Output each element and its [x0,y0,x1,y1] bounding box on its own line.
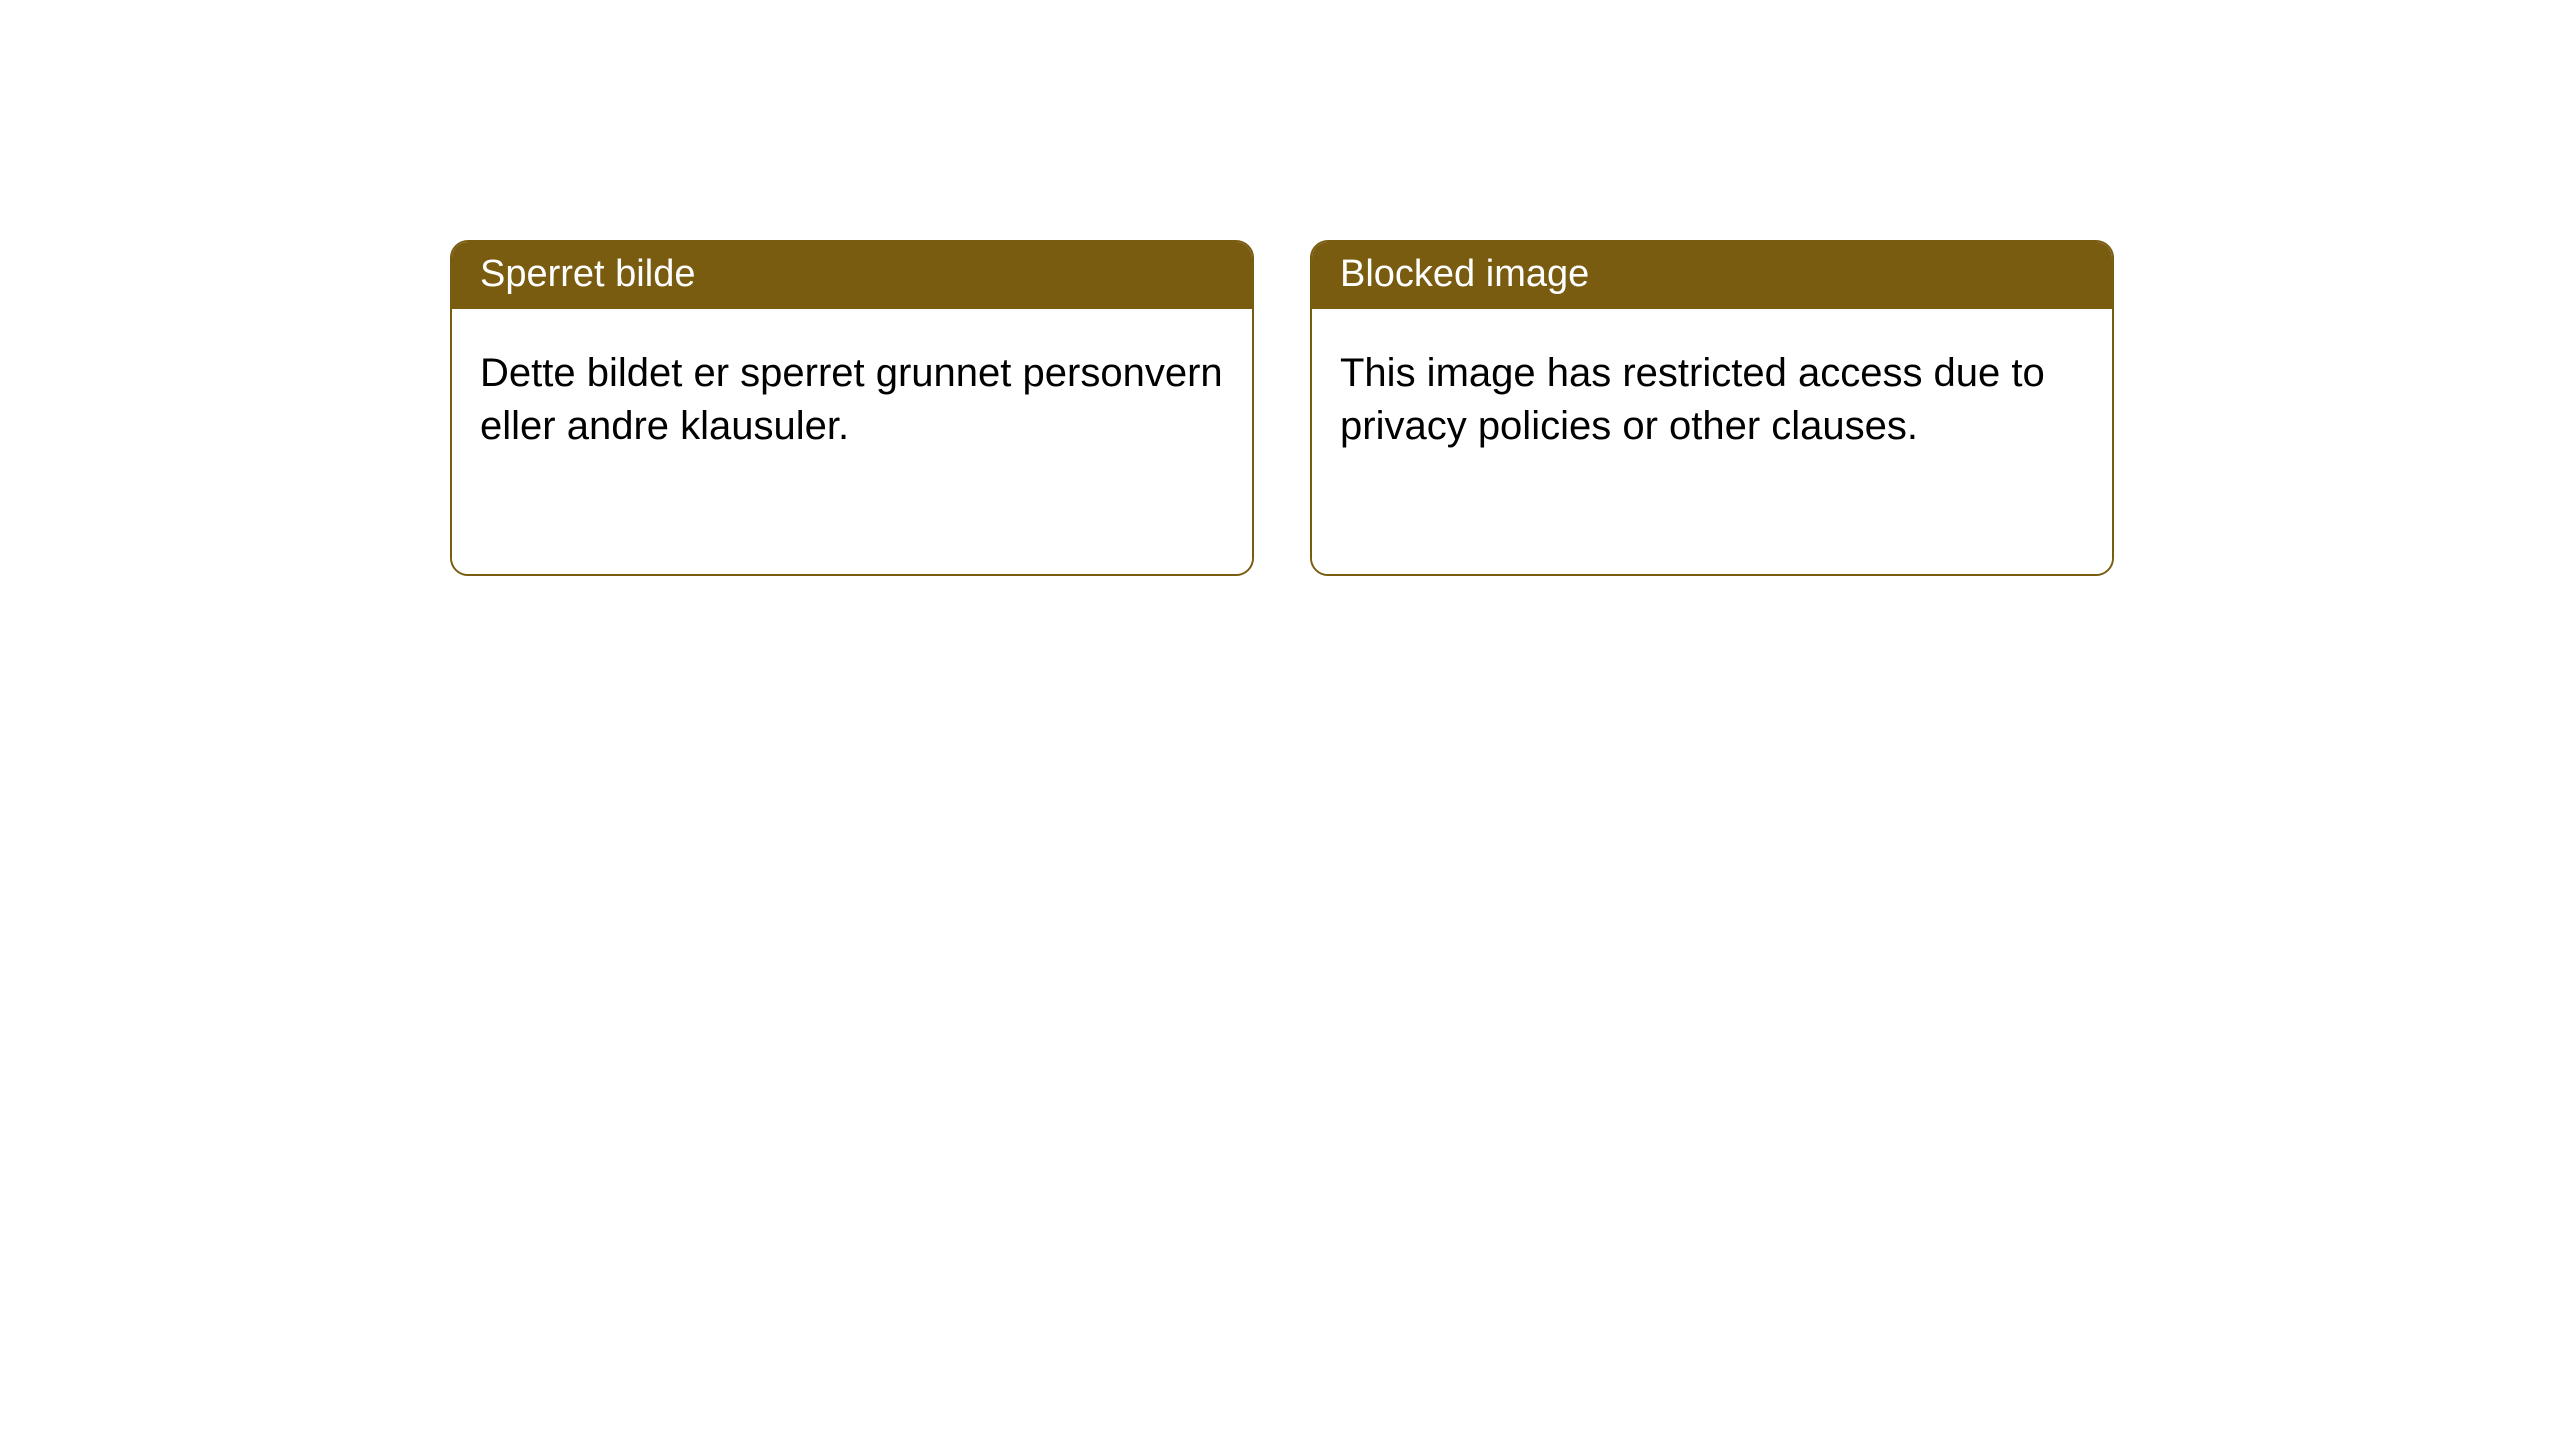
notice-container: Sperret bilde Dette bildet er sperret gr… [0,0,2560,576]
notice-title: Blocked image [1312,242,2112,309]
notice-card-norwegian: Sperret bilde Dette bildet er sperret gr… [450,240,1254,576]
notice-body: Dette bildet er sperret grunnet personve… [452,309,1252,574]
notice-title: Sperret bilde [452,242,1252,309]
notice-card-english: Blocked image This image has restricted … [1310,240,2114,576]
notice-body: This image has restricted access due to … [1312,309,2112,574]
